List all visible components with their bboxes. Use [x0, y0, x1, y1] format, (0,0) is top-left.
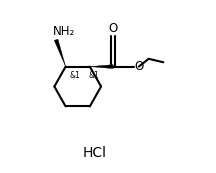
- Polygon shape: [90, 65, 113, 69]
- Text: &1: &1: [70, 71, 81, 80]
- Text: O: O: [109, 22, 118, 35]
- Text: O: O: [135, 60, 144, 73]
- Text: NH₂: NH₂: [53, 25, 75, 38]
- Text: HCl: HCl: [82, 146, 106, 160]
- Text: &1: &1: [88, 71, 99, 80]
- Polygon shape: [54, 39, 66, 67]
